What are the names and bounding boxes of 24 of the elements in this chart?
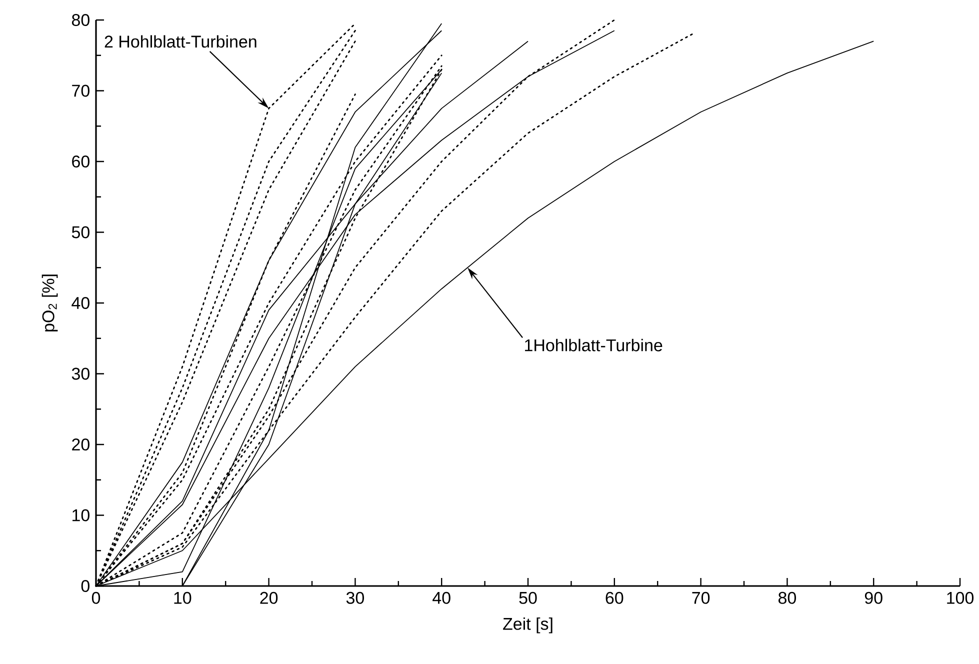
y-tick-label: 50 xyxy=(72,226,90,238)
y-tick-label: 70 xyxy=(72,84,90,97)
y-tick-label: 30 xyxy=(72,368,90,380)
x-tick-label: 40 xyxy=(432,592,450,604)
x-tick-label: 80 xyxy=(778,592,796,604)
x-tick-label: 70 xyxy=(692,592,710,604)
annotation: 2 Hohlblatt-Turbinen xyxy=(104,35,256,48)
x-tick-label: 30 xyxy=(346,592,364,604)
y-tick-label: 20 xyxy=(72,438,90,451)
x-tick-label: 50 xyxy=(519,592,537,604)
y-axis-title: pO$_{2}$ [%] xyxy=(42,274,58,332)
y-tick-label: 0 xyxy=(81,580,90,592)
y-tick-label: 40 xyxy=(72,296,90,310)
x-tick-label: 20 xyxy=(260,592,278,604)
x-tick-label: 100 xyxy=(947,592,974,604)
annotation: 1Hohlblatt-Turbine xyxy=(525,338,662,352)
x-tick-label: 90 xyxy=(864,592,882,604)
x-tick-label: 10 xyxy=(174,592,192,604)
x-tick-label: 60 xyxy=(606,592,624,604)
y-tick-label: 60 xyxy=(72,155,90,168)
y-tick-label: 80 xyxy=(72,14,90,26)
x-tick-label: 0 xyxy=(92,592,100,604)
y-tick-label: 10 xyxy=(72,509,90,522)
x-axis-title: Zeit [s] xyxy=(503,617,552,634)
